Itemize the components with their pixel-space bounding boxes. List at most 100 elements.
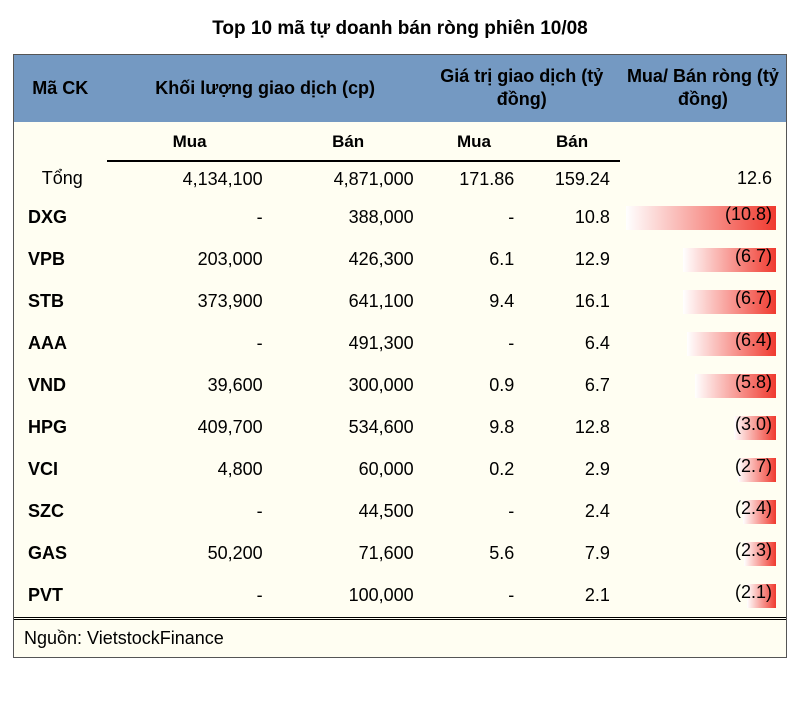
table-row: SZC-44,500-2.4(2.4) bbox=[14, 491, 786, 533]
cell-val-buy: - bbox=[424, 323, 525, 365]
net-value: (10.8) bbox=[626, 204, 776, 225]
cell-code: AAA bbox=[14, 323, 107, 365]
table-row: DXG-388,000-10.8(10.8) bbox=[14, 197, 786, 239]
cell-vol-sell: 491,300 bbox=[273, 323, 424, 365]
cell-val-sell: 6.4 bbox=[524, 323, 620, 365]
cell-val-buy: 9.4 bbox=[424, 281, 525, 323]
cell-vol-sell: 44,500 bbox=[273, 491, 424, 533]
cell-net: (2.7) bbox=[620, 449, 786, 491]
table-row: PVT-100,000-2.1(2.1) bbox=[14, 575, 786, 619]
cell-vol-buy: 203,000 bbox=[107, 239, 273, 281]
cell-vol-sell: 388,000 bbox=[273, 197, 424, 239]
cell-val-buy: 0.2 bbox=[424, 449, 525, 491]
source-text: Nguồn: VietstockFinance bbox=[14, 618, 786, 657]
cell-val-sell: 12.8 bbox=[524, 407, 620, 449]
net-value: (6.4) bbox=[626, 330, 776, 351]
net-value: (6.7) bbox=[626, 246, 776, 267]
total-val-buy: 171.86 bbox=[424, 161, 525, 197]
cell-code: HPG bbox=[14, 407, 107, 449]
cell-net: (2.4) bbox=[620, 491, 786, 533]
cell-code: VPB bbox=[14, 239, 107, 281]
cell-net: (2.3) bbox=[620, 533, 786, 575]
cell-vol-buy: 409,700 bbox=[107, 407, 273, 449]
cell-val-sell: 12.9 bbox=[524, 239, 620, 281]
cell-vol-buy: 373,900 bbox=[107, 281, 273, 323]
data-table: Mã CK Khối lượng giao dịch (cp) Giá trị … bbox=[14, 55, 786, 657]
cell-code: SZC bbox=[14, 491, 107, 533]
cell-val-sell: 6.7 bbox=[524, 365, 620, 407]
cell-val-buy: 6.1 bbox=[424, 239, 525, 281]
cell-code: STB bbox=[14, 281, 107, 323]
header-sub-buy1: Mua bbox=[107, 122, 273, 161]
source-row: Nguồn: VietstockFinance bbox=[14, 618, 786, 657]
table-container: Mã CK Khối lượng giao dịch (cp) Giá trị … bbox=[13, 54, 787, 658]
net-value: (6.7) bbox=[626, 288, 776, 309]
table-body: Tổng 4,134,100 4,871,000 171.86 159.24 1… bbox=[14, 161, 786, 619]
header-sub-sell1: Bán bbox=[273, 122, 424, 161]
net-value: (2.3) bbox=[626, 540, 776, 561]
table-header-main: Mã CK Khối lượng giao dịch (cp) Giá trị … bbox=[14, 55, 786, 122]
cell-vol-buy: - bbox=[107, 575, 273, 619]
table-row: VND39,600300,0000.96.7 (5.8) bbox=[14, 365, 786, 407]
cell-vol-sell: 534,600 bbox=[273, 407, 424, 449]
cell-val-sell: 16.1 bbox=[524, 281, 620, 323]
cell-val-sell: 2.4 bbox=[524, 491, 620, 533]
cell-val-sell: 10.8 bbox=[524, 197, 620, 239]
net-value: (2.7) bbox=[626, 456, 776, 477]
header-code: Mã CK bbox=[14, 55, 107, 122]
header-sub-blank1 bbox=[14, 122, 107, 161]
cell-vol-buy: 4,800 bbox=[107, 449, 273, 491]
total-val-sell: 159.24 bbox=[524, 161, 620, 197]
cell-vol-buy: - bbox=[107, 491, 273, 533]
cell-vol-sell: 641,100 bbox=[273, 281, 424, 323]
header-sub-buy2: Mua bbox=[424, 122, 525, 161]
cell-net: (5.8) bbox=[620, 365, 786, 407]
cell-net: (6.4) bbox=[620, 323, 786, 365]
cell-code: VND bbox=[14, 365, 107, 407]
cell-val-sell: 7.9 bbox=[524, 533, 620, 575]
cell-vol-buy: - bbox=[107, 197, 273, 239]
cell-code: VCI bbox=[14, 449, 107, 491]
total-vol-buy: 4,134,100 bbox=[107, 161, 273, 197]
total-row: Tổng 4,134,100 4,871,000 171.86 159.24 1… bbox=[14, 161, 786, 197]
cell-vol-buy: 50,200 bbox=[107, 533, 273, 575]
total-label: Tổng bbox=[14, 161, 107, 197]
net-value: (5.8) bbox=[626, 372, 776, 393]
cell-vol-sell: 300,000 bbox=[273, 365, 424, 407]
header-sub-blank2 bbox=[620, 122, 786, 161]
cell-val-sell: 2.9 bbox=[524, 449, 620, 491]
cell-val-buy: 0.9 bbox=[424, 365, 525, 407]
cell-val-sell: 2.1 bbox=[524, 575, 620, 619]
cell-vol-buy: - bbox=[107, 323, 273, 365]
cell-val-buy: 5.6 bbox=[424, 533, 525, 575]
cell-val-buy: - bbox=[424, 197, 525, 239]
cell-code: PVT bbox=[14, 575, 107, 619]
header-value: Giá trị giao dịch (tỷ đồng) bbox=[424, 55, 620, 122]
cell-val-buy: - bbox=[424, 491, 525, 533]
net-value: (2.1) bbox=[626, 582, 776, 603]
cell-val-buy: - bbox=[424, 575, 525, 619]
total-vol-sell: 4,871,000 bbox=[273, 161, 424, 197]
page-title: Top 10 mã tự doanh bán ròng phiên 10/08 bbox=[12, 18, 788, 40]
cell-vol-sell: 71,600 bbox=[273, 533, 424, 575]
table-row: VCI4,80060,0000.22.9 (2.7) bbox=[14, 449, 786, 491]
header-net: Mua/ Bán ròng (tỷ đồng) bbox=[620, 55, 786, 122]
table-row: GAS50,20071,6005.67.9(2.3) bbox=[14, 533, 786, 575]
cell-code: DXG bbox=[14, 197, 107, 239]
cell-vol-sell: 60,000 bbox=[273, 449, 424, 491]
cell-net: (10.8) bbox=[620, 197, 786, 239]
header-volume: Khối lượng giao dịch (cp) bbox=[107, 55, 424, 122]
net-value: (2.4) bbox=[626, 498, 776, 519]
cell-net: (6.7) bbox=[620, 281, 786, 323]
cell-net: (6.7) bbox=[620, 239, 786, 281]
cell-val-buy: 9.8 bbox=[424, 407, 525, 449]
table-row: VPB203,000426,3006.112.9 (6.7) bbox=[14, 239, 786, 281]
cell-vol-buy: 39,600 bbox=[107, 365, 273, 407]
cell-net: (3.0) bbox=[620, 407, 786, 449]
table-row: STB373,900641,1009.416.1 (6.7) bbox=[14, 281, 786, 323]
cell-vol-sell: 426,300 bbox=[273, 239, 424, 281]
header-sub-sell2: Bán bbox=[524, 122, 620, 161]
net-value: (3.0) bbox=[626, 414, 776, 435]
table-header-sub: Mua Bán Mua Bán bbox=[14, 122, 786, 161]
table-row: HPG409,700534,6009.812.8 (3.0) bbox=[14, 407, 786, 449]
